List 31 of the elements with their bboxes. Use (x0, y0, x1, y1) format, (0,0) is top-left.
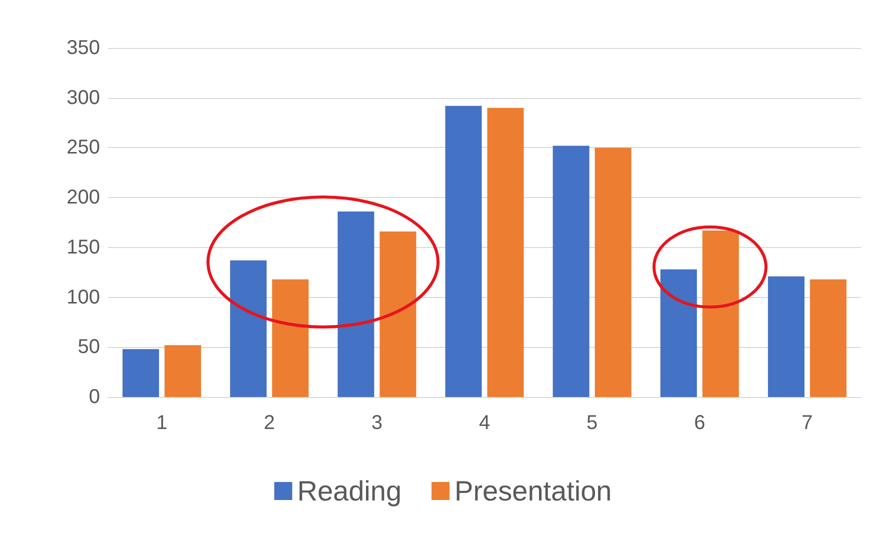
x-tick-label: 1 (156, 412, 168, 434)
bar (594, 148, 632, 397)
bar (445, 106, 482, 397)
x-tick-label: 7 (802, 412, 813, 434)
y-tick-label: 200 (66, 186, 100, 209)
bar (122, 349, 160, 397)
bar (702, 230, 739, 397)
bar (230, 260, 267, 397)
bar (768, 276, 804, 397)
y-tick-label: 150 (66, 236, 100, 258)
legend-label: Presentation (454, 476, 612, 506)
x-tick-label: 4 (478, 412, 490, 434)
bar (487, 108, 524, 397)
y-tick-label: 350 (66, 37, 100, 59)
bar (552, 146, 590, 397)
y-tick-label: 250 (66, 136, 100, 159)
bar (380, 231, 416, 397)
x-tick-label: 3 (371, 412, 382, 434)
x-tick-label: 6 (694, 412, 706, 434)
bar (660, 269, 697, 397)
bar (810, 279, 846, 397)
y-tick-label: 0 (88, 386, 100, 408)
bar (164, 345, 202, 397)
y-tick-label: 100 (66, 286, 100, 308)
bar (272, 279, 309, 397)
y-tick-label: 50 (78, 336, 100, 358)
x-tick-label: 2 (264, 412, 275, 434)
bar (338, 212, 374, 397)
y-tick-label: 300 (66, 86, 100, 109)
x-tick-label: 5 (586, 412, 598, 434)
legend-label: Reading (297, 476, 402, 506)
